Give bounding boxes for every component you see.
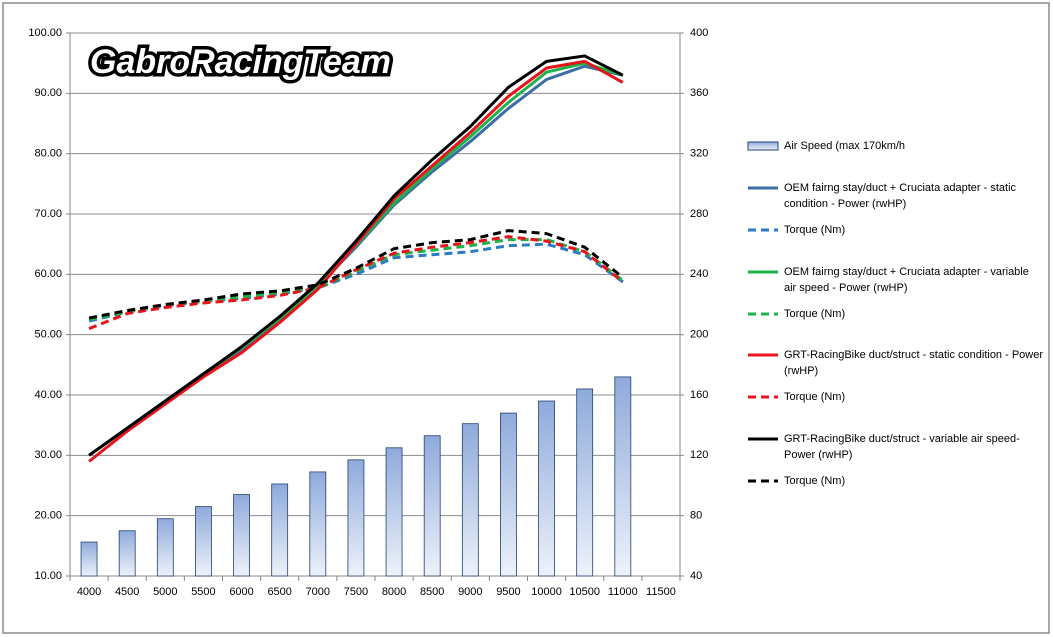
x-tick-label: 11500 [646, 586, 676, 598]
bar [385, 447, 403, 577]
bar [461, 423, 479, 577]
x-tick-label: 9500 [496, 586, 520, 598]
x-tick-label: 6500 [267, 586, 291, 598]
y-tick-label: 40.00 [34, 389, 62, 401]
x-tick-label: 7000 [306, 586, 330, 598]
legend-label: Torque (Nm) [784, 308, 846, 320]
legend-label: Air Speed (max 170km/h [784, 140, 906, 152]
legend-swatch [748, 479, 778, 483]
y2-tick-label: 280 [690, 208, 708, 220]
y-tick-label: 100.00 [28, 27, 62, 39]
y-tick-label: 90.00 [34, 87, 62, 99]
x-tick-label: 5500 [191, 586, 215, 598]
power-line [88, 54, 624, 457]
y2-tick-label: 320 [690, 148, 708, 160]
legend-swatch [747, 141, 779, 151]
x-tick-label: 5000 [153, 586, 177, 598]
y2-tick-label: 240 [690, 268, 708, 280]
x-tick-label: 10000 [531, 586, 562, 598]
torque-line [88, 235, 624, 331]
y-tick-label: 20.00 [34, 510, 62, 522]
legend-label: OEM fairng stay/duct + Cruciata adapter … [784, 182, 1017, 210]
legend-label: Torque (Nm) [784, 224, 846, 236]
legend-label: Torque (Nm) [784, 391, 846, 403]
legend-item: Torque (Nm) [746, 473, 1046, 489]
legend-item: Torque (Nm) [746, 306, 1046, 322]
x-tick-label: 4000 [77, 586, 101, 598]
logo: GabroRacingTeam [90, 43, 391, 81]
legend-label: Torque (Nm) [784, 475, 846, 487]
x-tick-label: 9000 [458, 586, 482, 598]
torque-line [88, 229, 624, 320]
legend-label: GRT-RacingBike duct/struct - variable ai… [784, 433, 1020, 461]
y-tick-label: 30.00 [34, 449, 62, 461]
y2-tick-label: 200 [690, 329, 708, 341]
x-tick-label: 11000 [608, 586, 638, 598]
legend-item: GRT-RacingBike duct/struct - static cond… [746, 347, 1046, 379]
y-tick-label: 80.00 [34, 148, 62, 160]
y2-tick-label: 120 [690, 449, 708, 461]
y2-tick-label: 360 [690, 87, 708, 99]
legend-item: Torque (Nm) [746, 389, 1046, 405]
legend-item: OEM fairng stay/duct + Cruciata adapter … [746, 180, 1046, 212]
bar [309, 471, 327, 577]
legend-item: Torque (Nm) [746, 222, 1046, 238]
legend-swatch [748, 312, 778, 316]
legend-swatch [748, 228, 778, 232]
legend-swatch [748, 270, 778, 274]
bar [156, 518, 174, 577]
bar [271, 483, 289, 577]
legend-swatch [748, 395, 778, 399]
y-tick-label: 70.00 [34, 208, 62, 220]
y-tick-label: 60.00 [34, 268, 62, 280]
x-tick-label: 6000 [229, 586, 253, 598]
legend-item: GRT-RacingBike duct/struct - variable ai… [746, 431, 1046, 463]
x-tick-label: 7500 [344, 586, 368, 598]
y-tick-label: 10.00 [34, 570, 62, 582]
y-tick-label: 50.00 [34, 329, 62, 341]
y2-tick-label: 80 [690, 510, 702, 522]
bar [80, 541, 98, 577]
bar [614, 376, 632, 577]
bar [500, 412, 517, 577]
bar [195, 506, 212, 577]
legend-swatch [748, 353, 778, 357]
bar [576, 388, 594, 577]
power-line [88, 59, 624, 463]
x-tick-label: 8500 [420, 586, 444, 598]
legend-bar [747, 141, 779, 151]
x-tick-label: 8000 [382, 586, 406, 598]
legend-label: GRT-RacingBike duct/struct - static cond… [784, 349, 1044, 377]
bar [347, 459, 365, 577]
bar [118, 530, 136, 577]
bar [538, 400, 555, 577]
legend-swatch [748, 186, 778, 190]
x-tick-label: 10500 [569, 586, 600, 598]
bar [233, 494, 250, 577]
y2-tick-label: 400 [690, 27, 708, 39]
y2-tick-label: 40 [690, 570, 702, 582]
legend-item: Air Speed (max 170km/h [746, 138, 1046, 154]
y2-tick-label: 160 [690, 389, 708, 401]
bar [423, 435, 441, 577]
legend-swatch [748, 437, 778, 441]
x-tick-label: 4500 [115, 586, 139, 598]
legend-item: OEM fairng stay/duct + Cruciata adapter … [746, 264, 1046, 296]
legend-label: OEM fairng stay/duct + Cruciata adapter … [784, 266, 1029, 294]
